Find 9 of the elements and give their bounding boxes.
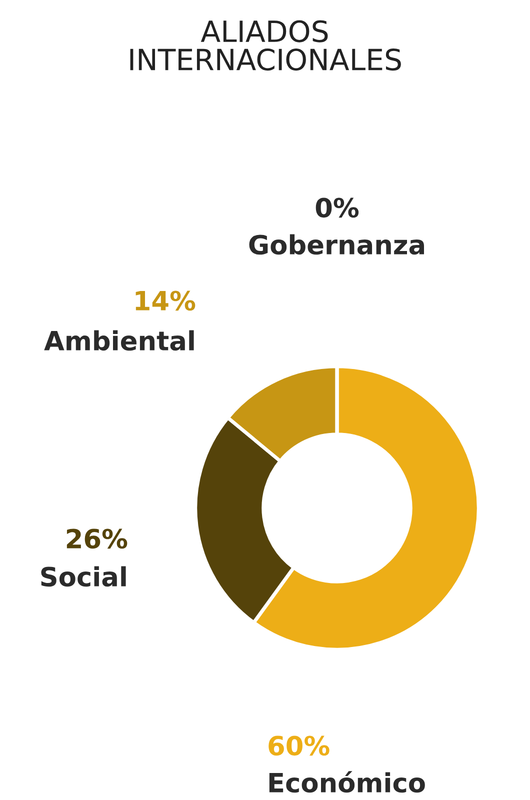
chart-title: ALIADOS INTERNACIONALES xyxy=(130,20,401,71)
data-label: 14% xyxy=(136,290,196,311)
data-label: 60% xyxy=(268,736,330,756)
category-label: Gobernanza xyxy=(249,234,424,255)
data-label: 26% xyxy=(66,528,128,549)
slice-label: Económico xyxy=(269,771,425,793)
slice-label: Ambiental xyxy=(44,330,194,351)
slice-label: Social xyxy=(41,566,126,587)
text: 0% xyxy=(316,198,359,218)
